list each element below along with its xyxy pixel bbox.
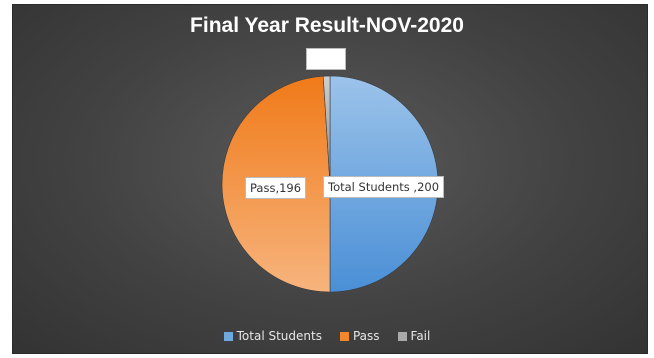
chart-legend: Total Students Pass Fail — [0, 329, 654, 343]
legend-swatch-fail — [397, 331, 407, 341]
pie-slice-fail — [322, 75, 331, 185]
legend-item-pass: Pass — [339, 329, 380, 343]
legend-swatch-total-students — [223, 331, 233, 341]
data-label-fail: Fail,4 — [306, 48, 346, 70]
legend-item-total-students: Total Students — [223, 329, 322, 343]
legend-label-total-students: Total Students — [236, 329, 322, 343]
legend-item-fail: Fail — [397, 329, 431, 343]
legend-label-pass: Pass — [352, 329, 380, 343]
legend-label-fail: Fail — [410, 329, 431, 343]
data-label-pass: Pass,196 — [245, 177, 307, 199]
data-label-total-students: Total Students ,200 — [323, 176, 445, 198]
chart-title: Final Year Result-NOV-2020 — [190, 14, 464, 37]
legend-swatch-pass — [339, 331, 349, 341]
